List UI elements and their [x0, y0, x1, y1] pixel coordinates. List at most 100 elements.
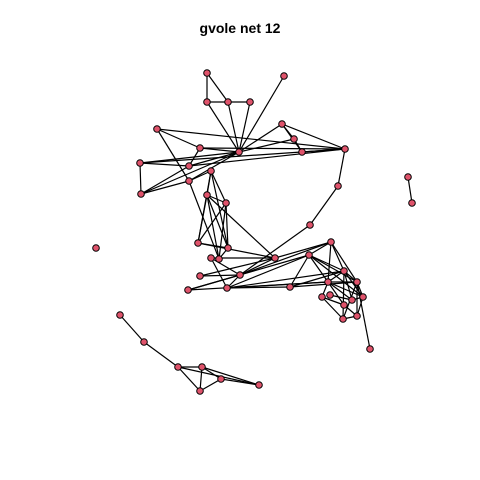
- node-n5: [280, 72, 288, 80]
- edge-n34-n52: [327, 281, 345, 306]
- node-n9: [298, 148, 306, 156]
- node-n22: [194, 239, 202, 247]
- edge-n16-n6: [188, 151, 240, 167]
- edge-n18-n6: [188, 151, 240, 182]
- node-n53: [326, 291, 334, 299]
- edge-n11-n12: [309, 185, 339, 226]
- edge-n13-n15: [156, 128, 201, 149]
- node-n40: [339, 315, 347, 323]
- edge-n22-n26: [197, 242, 276, 259]
- edge-n32-n33: [308, 241, 332, 256]
- node-n16: [185, 162, 193, 170]
- node-n24: [215, 255, 223, 263]
- node-n6: [235, 148, 243, 156]
- edge-n16-n10: [188, 148, 346, 167]
- plot-title: gvole net 12: [199, 20, 281, 36]
- edge-n2-n6: [206, 101, 240, 153]
- node-n21: [222, 199, 230, 207]
- edge-n12-n28: [239, 224, 311, 276]
- node-layer: [92, 69, 416, 395]
- edge-n1-n3: [206, 72, 229, 103]
- edge-n30-n32: [226, 254, 310, 289]
- node-n54: [348, 296, 356, 304]
- edge-n44-n46: [177, 366, 201, 392]
- edge-n7-n6: [238, 123, 283, 153]
- node-n11: [334, 182, 342, 190]
- node-n28: [236, 271, 244, 279]
- edge-n33-n36: [330, 241, 358, 283]
- edge-n31-n35: [289, 270, 345, 288]
- node-n12: [306, 221, 314, 229]
- node-n13: [153, 125, 161, 133]
- edge-n31-n32: [289, 254, 310, 288]
- node-n37: [359, 293, 367, 301]
- node-n33: [327, 238, 335, 246]
- node-n4: [246, 98, 254, 106]
- edge-n21-n19: [210, 170, 227, 204]
- node-n48: [255, 381, 263, 389]
- node-n23: [224, 244, 232, 252]
- node-n14: [136, 159, 144, 167]
- edge-n34-n54: [327, 281, 353, 301]
- node-n50: [408, 199, 416, 207]
- edge-n33-n34: [327, 241, 332, 283]
- edge-n35-n54: [343, 270, 353, 301]
- node-n31: [286, 283, 294, 291]
- node-n51: [366, 345, 374, 353]
- node-n10: [341, 145, 349, 153]
- node-n49: [404, 173, 412, 181]
- edge-n7-n10: [281, 123, 346, 150]
- node-n35: [340, 267, 348, 275]
- edge-n30-n35: [226, 270, 345, 289]
- edge-n21-n23: [225, 202, 229, 249]
- edge-layer: [119, 72, 413, 392]
- edge-n28-n33: [239, 241, 332, 276]
- node-n36: [353, 278, 361, 286]
- node-n52: [340, 301, 348, 309]
- edge-n26-n33: [274, 241, 332, 259]
- edge-n14-n16: [139, 162, 190, 167]
- edge-n30-n34: [226, 281, 329, 289]
- edge-n18-n13: [156, 128, 190, 182]
- edge-n14-n10: [139, 148, 346, 164]
- edge-n45-n46: [199, 366, 203, 392]
- edge-n26-n28: [239, 257, 276, 276]
- node-n19: [207, 167, 215, 175]
- edge-n36-n51: [356, 281, 371, 350]
- edge-n29-n32: [187, 254, 310, 291]
- node-n27: [207, 254, 215, 262]
- node-n3: [224, 98, 232, 106]
- node-n38: [318, 293, 326, 301]
- node-n42: [140, 338, 148, 346]
- edge-n13-n10: [156, 128, 346, 150]
- edge-n49-n50: [407, 176, 413, 204]
- edge-n5-n6: [238, 75, 285, 153]
- node-n15: [196, 144, 204, 152]
- edge-n4-n6: [238, 101, 251, 153]
- node-n46: [196, 387, 204, 395]
- node-n18: [185, 177, 193, 185]
- node-n45: [198, 363, 206, 371]
- edge-n15-n10: [199, 147, 346, 150]
- edge-n3-n6: [227, 101, 240, 153]
- edge-n31-n36: [289, 281, 358, 288]
- edge-n45-n48: [201, 366, 260, 386]
- edge-n35-n37: [343, 270, 364, 298]
- edge-n16-n17: [140, 165, 190, 195]
- edge-n15-n6: [199, 147, 240, 153]
- edge-n41-n42: [119, 314, 145, 343]
- edge-n38-n40: [321, 296, 344, 320]
- edge-n20-n22: [197, 194, 208, 244]
- edge-n26-n25: [199, 257, 276, 277]
- node-n32: [305, 251, 313, 259]
- edge-n35-n40: [342, 270, 345, 320]
- node-n43: [92, 244, 100, 252]
- edge-n32-n34: [308, 254, 329, 283]
- edge-n19-n23: [210, 170, 229, 249]
- node-n2: [203, 98, 211, 106]
- node-n39: [353, 312, 361, 320]
- edge-n44-n48: [177, 366, 260, 386]
- node-n17: [137, 190, 145, 198]
